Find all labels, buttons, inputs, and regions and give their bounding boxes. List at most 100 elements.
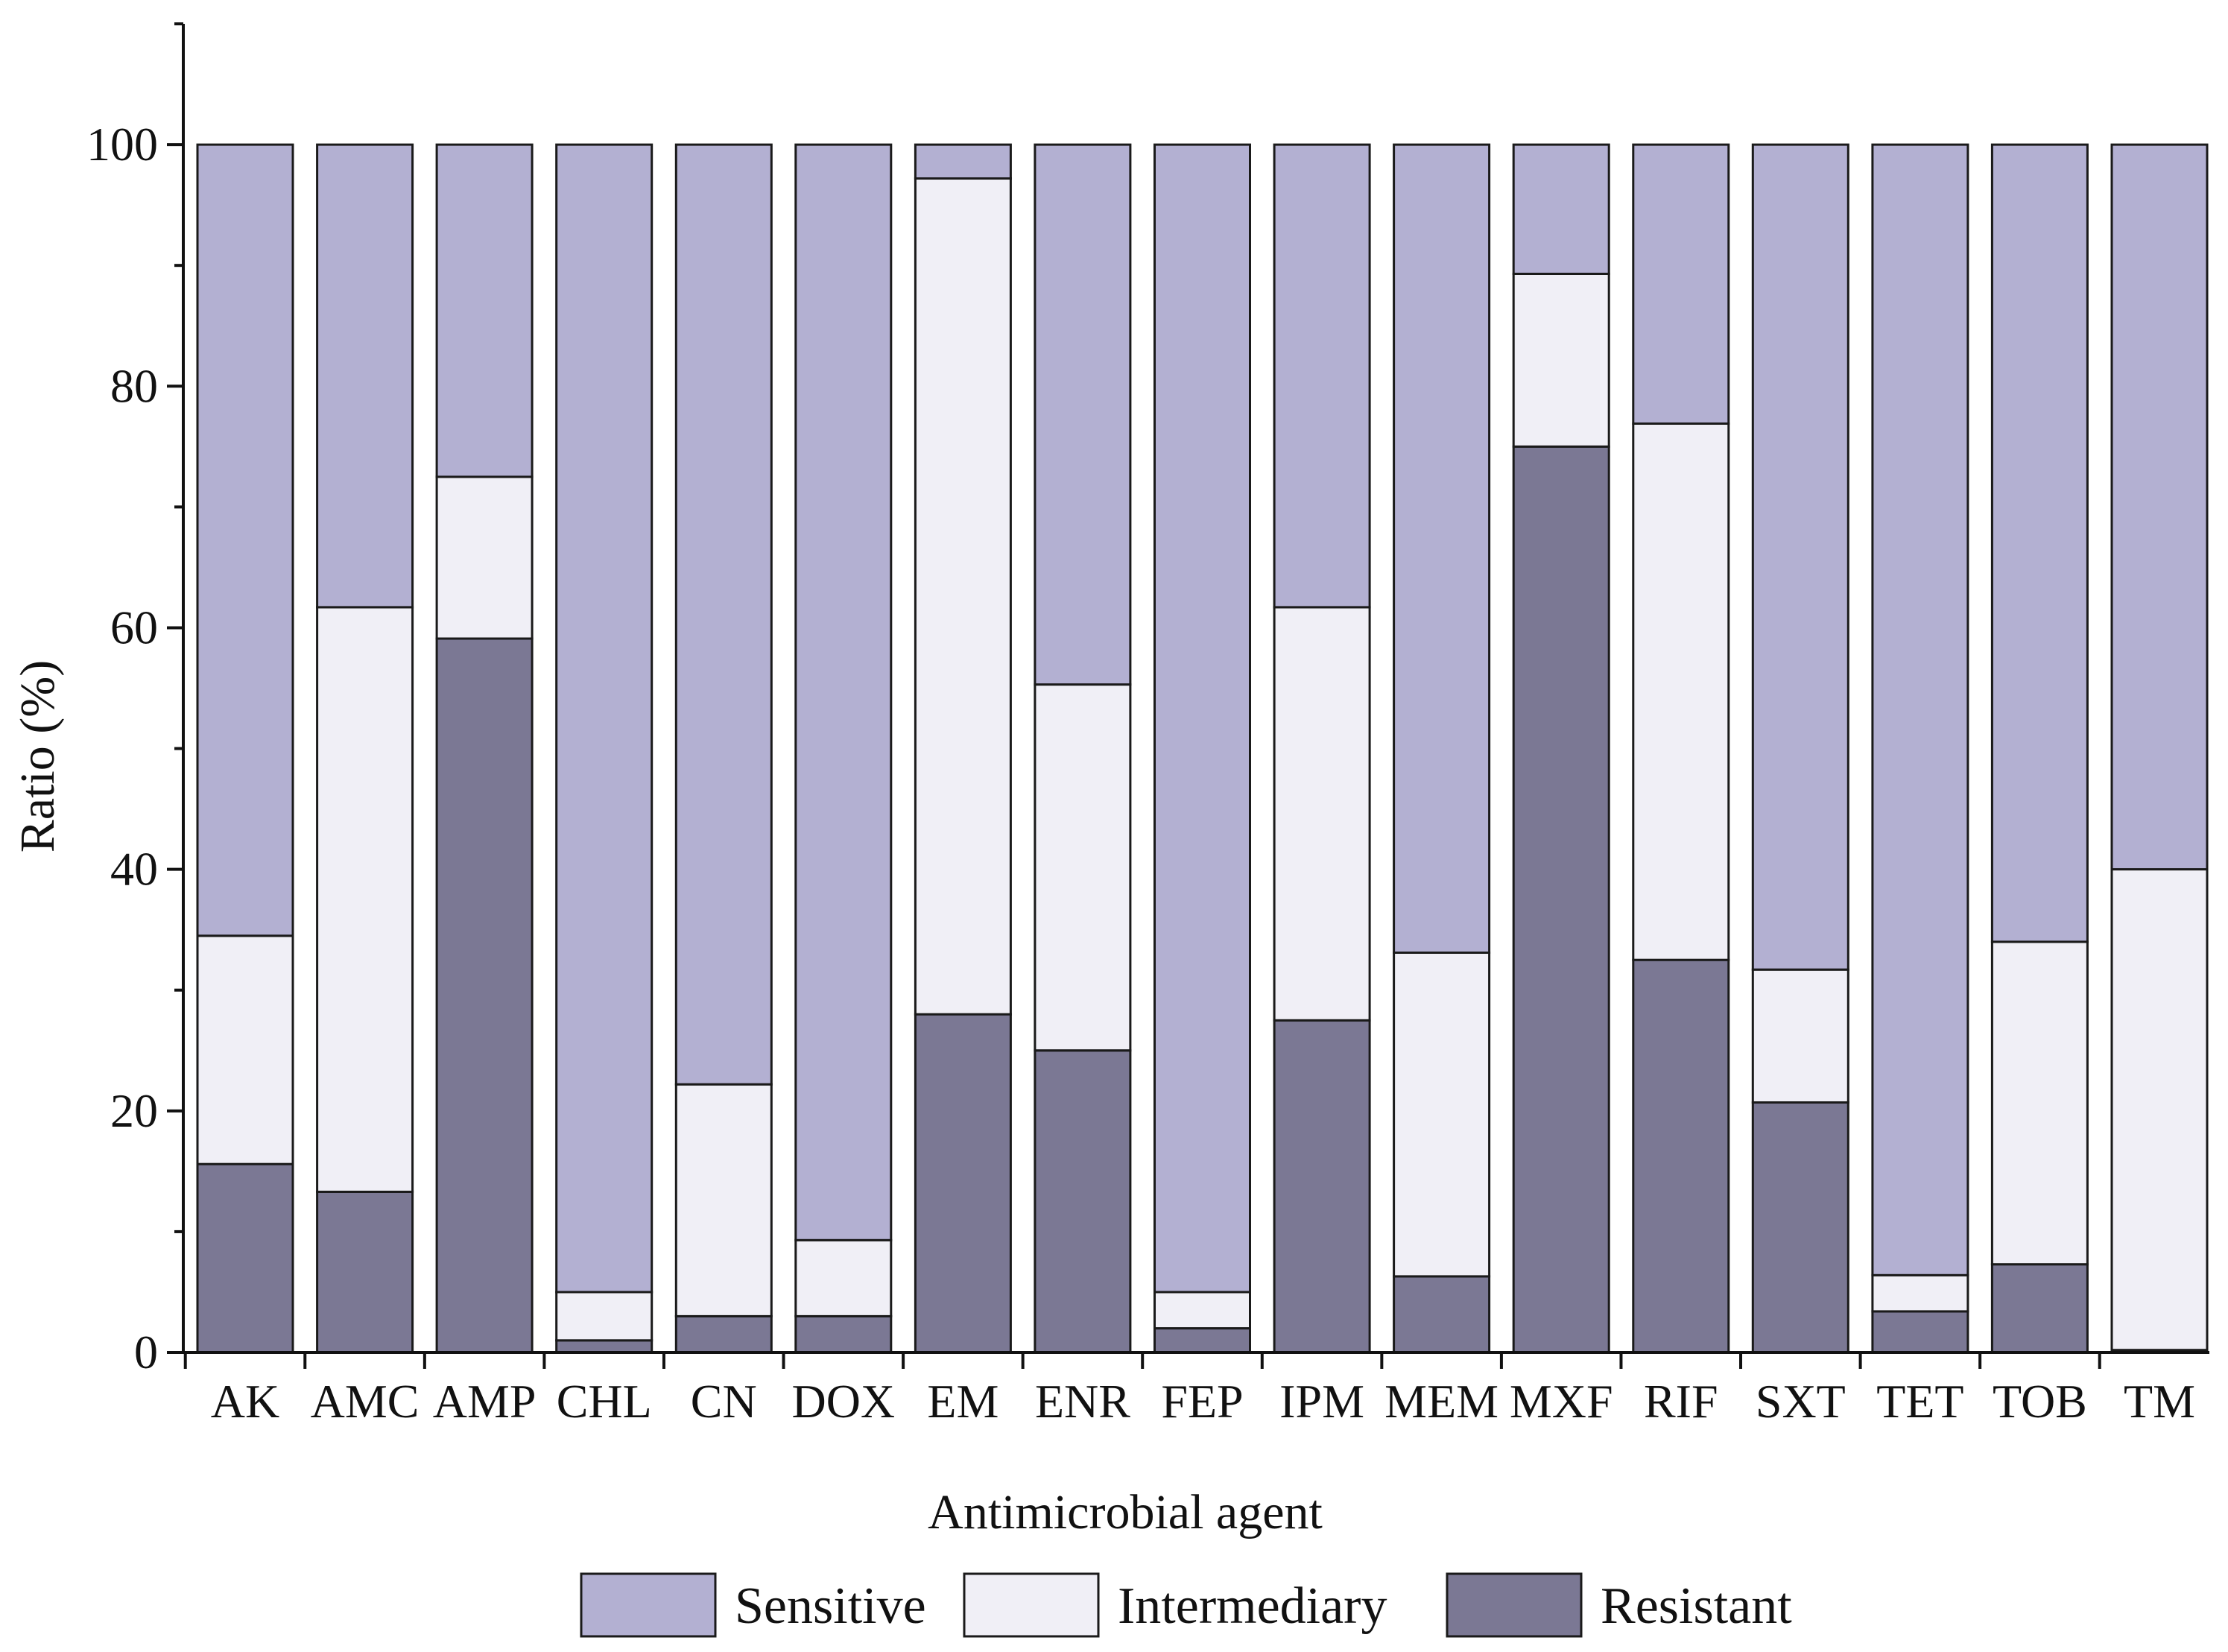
bar-chl-sensitive	[555, 143, 653, 1294]
bar-sxt-resistant	[1751, 1101, 1849, 1354]
bar-group-em	[914, 143, 1012, 1354]
bar-enr-intermediary	[1034, 683, 1132, 1052]
bar-fep-resistant	[1153, 1327, 1251, 1354]
x-axis-title: Antimicrobial agent	[928, 1485, 1323, 1539]
bar-group-ipm	[1273, 143, 1371, 1354]
bar-dox-intermediary	[794, 1238, 893, 1317]
y-tick-label: 0	[134, 1326, 158, 1379]
bar-amp-resistant	[435, 637, 534, 1354]
bar-fep-intermediary	[1153, 1291, 1251, 1330]
bar-ak-intermediary	[196, 934, 294, 1165]
bar-mem-sensitive	[1393, 143, 1491, 955]
legend-label-resistant: Resistant	[1601, 1577, 1792, 1635]
bar-sxt-intermediary	[1751, 968, 1849, 1104]
bar-group-ak	[196, 143, 294, 1354]
y-tick-label: 60	[110, 601, 158, 653]
bar-tob-intermediary	[1990, 940, 2089, 1266]
bar-amp-sensitive	[435, 143, 534, 478]
bar-group-enr	[1034, 143, 1132, 1354]
legend-label-intermediary: Intermediary	[1118, 1577, 1387, 1635]
bar-tm-sensitive	[2110, 143, 2209, 871]
y-tick-label: 80	[110, 359, 158, 412]
x-tick-label-mem: MEM	[1384, 1375, 1498, 1428]
bar-rif-intermediary	[1632, 423, 1730, 961]
bar-group-amc	[316, 143, 414, 1354]
x-tick-label-tm: TM	[2124, 1375, 2195, 1428]
bar-tet-resistant	[1871, 1310, 1969, 1354]
bar-group-dox	[794, 143, 893, 1354]
y-axis-title: Ratio (%)	[10, 660, 65, 852]
bar-cn-sensitive	[674, 143, 773, 1086]
bar-sxt-sensitive	[1751, 143, 1849, 971]
legend-item-intermediary: Intermediary	[963, 1572, 1387, 1638]
y-tick-label: 40	[110, 843, 158, 896]
bar-amp-intermediary	[435, 475, 534, 640]
bar-cn-resistant	[674, 1314, 773, 1354]
bar-ak-sensitive	[196, 143, 294, 937]
x-tick-label-tet: TET	[1876, 1375, 1963, 1428]
bars-layer	[196, 143, 2209, 1354]
bar-group-fep	[1153, 143, 1251, 1354]
bar-amc-sensitive	[316, 143, 414, 609]
x-tick-label-fep: FEP	[1161, 1375, 1243, 1428]
bar-tet-intermediary	[1871, 1273, 1969, 1313]
bar-em-intermediary	[914, 177, 1012, 1016]
x-tick-label-amc: AMC	[311, 1375, 420, 1428]
x-tick-label-enr: ENR	[1035, 1375, 1130, 1428]
bar-em-sensitive	[914, 143, 1012, 180]
bar-fep-sensitive	[1153, 143, 1251, 1294]
bar-tob-sensitive	[1990, 143, 2089, 943]
bar-mxf-intermediary	[1512, 273, 1610, 448]
x-tick-label-sxt: SXT	[1756, 1375, 1846, 1428]
bar-dox-resistant	[794, 1314, 893, 1354]
legend-swatch-sensitive	[580, 1572, 717, 1638]
legend-swatch-intermediary	[963, 1572, 1100, 1638]
axes-layer: 0 20 40 60 80 100 AK AMC AMP CHL CN DOX EM ENR FEP IPM M…	[86, 22, 2209, 1428]
bar-ipm-intermediary	[1273, 606, 1371, 1022]
x-tick-label-rif: RIF	[1644, 1375, 1718, 1428]
bar-rif-resistant	[1632, 958, 1730, 1354]
x-tick-label-chl: CHL	[557, 1375, 652, 1428]
bar-group-mxf	[1512, 143, 1610, 1354]
bar-group-tet	[1871, 143, 1969, 1354]
legend-swatch-resistant	[1446, 1572, 1583, 1638]
bar-amc-resistant	[316, 1190, 414, 1354]
x-tick-label-mxf: MXF	[1510, 1375, 1613, 1428]
bar-mxf-resistant	[1512, 445, 1610, 1354]
bar-group-cn	[674, 143, 773, 1354]
bar-mem-intermediary	[1393, 952, 1491, 1278]
bar-ak-resistant	[196, 1162, 294, 1354]
bar-enr-resistant	[1034, 1049, 1132, 1354]
bar-group-tm	[2110, 143, 2209, 1354]
bar-mem-resistant	[1393, 1275, 1491, 1354]
bar-group-tob	[1990, 143, 2089, 1354]
legend-item-resistant: Resistant	[1446, 1572, 1792, 1638]
bar-em-resistant	[914, 1013, 1012, 1354]
x-tick-label-dox: DOX	[791, 1375, 895, 1428]
bar-rif-sensitive	[1632, 143, 1730, 425]
bar-enr-sensitive	[1034, 143, 1132, 686]
bar-mxf-sensitive	[1512, 143, 1610, 275]
bar-tet-sensitive	[1871, 143, 1969, 1276]
bar-cn-intermediary	[674, 1083, 773, 1317]
bar-ipm-resistant	[1273, 1019, 1371, 1354]
bar-group-amp	[435, 143, 534, 1354]
legend-label-sensitive: Sensitive	[735, 1577, 926, 1635]
bar-group-chl	[555, 143, 653, 1354]
y-tick-label: 100	[86, 118, 158, 171]
bar-group-sxt	[1751, 143, 1849, 1354]
bar-tm-intermediary	[2110, 868, 2209, 1352]
x-tick-label-em: EM	[927, 1375, 999, 1428]
bar-chl-intermediary	[555, 1291, 653, 1342]
legend-item-sensitive: Sensitive	[580, 1572, 926, 1638]
bar-chl-resistant	[555, 1339, 653, 1354]
x-tick-label-cn: CN	[691, 1375, 757, 1428]
bar-dox-sensitive	[794, 143, 893, 1241]
y-tick-label: 20	[110, 1084, 158, 1137]
x-tick-label-ak: AK	[211, 1375, 279, 1428]
legend: Sensitive Intermediary Resistant	[580, 1572, 1792, 1638]
bar-group-rif	[1632, 143, 1730, 1354]
x-tick-label-tob: TOB	[1993, 1375, 2087, 1428]
x-tick-label-amp: AMP	[433, 1375, 537, 1428]
